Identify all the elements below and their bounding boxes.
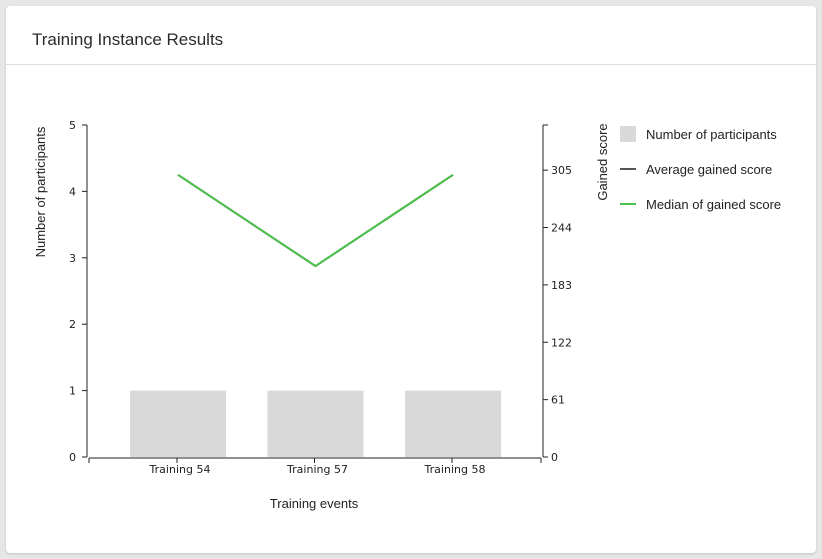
left-y-axis-title: Number of participants (33, 126, 48, 257)
participants-bar (267, 390, 364, 457)
left-tick-label: 5 (69, 119, 76, 132)
x-axis-title: Training events (270, 496, 359, 511)
right-tick-label: 305 (551, 164, 572, 177)
chart-legend: Number of participants Average gained sco… (620, 126, 781, 212)
right-y-axis-title: Gained score (595, 123, 610, 200)
participants-bar (405, 390, 501, 457)
right-tick-label: 122 (551, 336, 572, 349)
left-axis-ticks: 0 1 2 3 4 5 (69, 119, 87, 464)
legend-label: Number of participants (646, 127, 777, 142)
legend-swatch (620, 126, 636, 142)
x-tick-label: Training 58 (424, 463, 486, 476)
left-tick-label: 4 (69, 185, 76, 198)
legend-label: Average gained score (646, 162, 772, 177)
legend-label: Median of gained score (646, 197, 781, 212)
x-tick-label: Training 54 (149, 463, 211, 476)
bars-layer (130, 390, 501, 457)
right-tick-label: 0 (551, 451, 558, 464)
left-tick-label: 0 (69, 451, 76, 464)
right-tick-label: 61 (551, 394, 565, 407)
average-score-line (177, 174, 454, 268)
left-tick-label: 1 (69, 385, 76, 398)
card-header: Training Instance Results (6, 6, 816, 65)
legend-item[interactable]: Median of gained score (620, 197, 781, 212)
median-score-line (177, 174, 454, 268)
results-card: Training Instance Results 0 1 2 3 4 5 0 61 122 1… (6, 6, 816, 553)
x-tick-label: Training 57 (286, 463, 348, 476)
legend-item[interactable]: Average gained score (620, 162, 772, 177)
legend-item[interactable]: Number of participants (620, 126, 777, 142)
x-axis-ticks: Training 54 Training 57 Training 58 (149, 458, 486, 476)
left-tick-label: 3 (69, 252, 76, 265)
right-axis-ticks: 0 61 122 183 244 305 (543, 124, 572, 464)
right-tick-label: 183 (551, 279, 572, 292)
card-title: Training Instance Results (32, 30, 224, 49)
lines-layer (177, 174, 454, 268)
participants-bar (130, 390, 226, 457)
right-tick-label: 244 (551, 222, 572, 235)
left-tick-label: 2 (69, 318, 76, 331)
